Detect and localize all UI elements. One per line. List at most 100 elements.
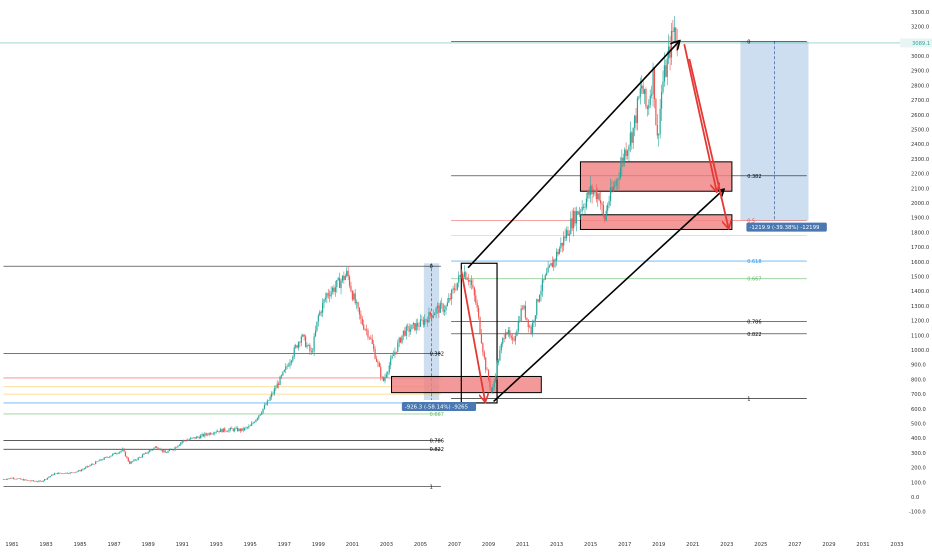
candle-body (492, 387, 494, 392)
y-tick-label: 1100.0 (911, 333, 929, 339)
candle-body (41, 481, 43, 482)
candle-body (19, 478, 22, 480)
candle-body (645, 89, 647, 107)
candle-body (517, 320, 519, 331)
candle-body (510, 335, 512, 338)
candle-body (150, 450, 152, 451)
candle-body (619, 167, 622, 179)
candle-body (334, 287, 336, 292)
candle-body (665, 65, 667, 77)
candle-body (611, 187, 613, 191)
candle-body (200, 435, 202, 439)
candle-body (29, 480, 32, 482)
candle-body (486, 369, 488, 371)
candle-body (493, 381, 495, 388)
candle-body (385, 374, 388, 377)
candle-body (407, 326, 409, 327)
candle-body (241, 428, 243, 431)
y-tick-label: 1900.0 (911, 216, 929, 222)
candle-body (336, 280, 338, 288)
candle-body (622, 157, 624, 161)
candle-body (188, 439, 190, 440)
candle-body (165, 452, 168, 454)
candle-body (148, 450, 151, 453)
candle-body (353, 293, 355, 300)
y-tick-label: 1800.0 (911, 230, 929, 236)
candle-body (351, 291, 353, 300)
y-tick-label: 1600.0 (911, 260, 929, 266)
y-tick-label: 1700.0 (911, 245, 929, 251)
candle-body (61, 473, 63, 474)
candle-body (141, 454, 144, 458)
x-tick-label: 2015 (584, 542, 597, 548)
candle-body (397, 342, 399, 352)
candle-body (72, 472, 74, 473)
candle-body (65, 472, 67, 474)
candle-body (390, 358, 392, 366)
candle-body (51, 474, 53, 477)
candle-body (446, 302, 449, 306)
candle-body (69, 472, 71, 474)
candle-body (170, 449, 172, 450)
candle-body (638, 96, 640, 99)
candle-body (28, 480, 30, 481)
candle-body (80, 469, 83, 472)
candle-body (100, 459, 102, 460)
candle-body (512, 337, 514, 340)
candle-body (310, 351, 312, 352)
candle-body (591, 185, 593, 195)
right-fib-label-5: 0.667 (747, 277, 761, 283)
candle-body (344, 275, 346, 280)
candle-body (93, 464, 95, 465)
candle-body (34, 481, 36, 482)
candle-body (432, 315, 434, 318)
candle-body (573, 210, 575, 229)
candle-body (626, 150, 629, 156)
candle-body (137, 457, 139, 460)
candle-body (232, 428, 234, 431)
candle-body (236, 427, 239, 431)
candle-body (330, 291, 332, 297)
candle-body (99, 459, 101, 462)
candle-body (489, 379, 491, 388)
y-tick-label: 3400.0 (911, 0, 929, 1)
candle-body (556, 251, 558, 261)
right-measure-label: -1219.9 (-39.38%) -12199 (749, 225, 820, 231)
candle-body (438, 305, 440, 313)
candle-body (468, 279, 470, 282)
candle-body (147, 452, 149, 454)
candle-body (538, 295, 541, 302)
candle-body (421, 319, 423, 320)
candle-body (415, 323, 417, 331)
candle-body (365, 329, 368, 331)
candle-body (398, 337, 400, 343)
supply-zone-1 (579, 161, 733, 192)
candle-body (231, 427, 233, 429)
candle-body (673, 27, 675, 32)
candle-body (215, 431, 217, 433)
candle-body (480, 333, 483, 344)
candle-body (25, 479, 27, 481)
candle-body (370, 337, 372, 339)
candle-body (160, 449, 162, 450)
candle-body (636, 98, 639, 123)
candle-body (265, 404, 267, 406)
candle-body (634, 115, 636, 128)
candle-body (659, 108, 661, 135)
candle-body (205, 433, 207, 435)
candle-body (62, 473, 64, 474)
candle-body (204, 433, 206, 437)
candle-body (212, 433, 214, 435)
candle-body (521, 308, 524, 309)
candle-body (107, 457, 110, 458)
candle-body (248, 426, 250, 428)
candle-body (191, 437, 193, 439)
candle-body (375, 358, 378, 362)
candle-body (455, 289, 457, 291)
candle-body (418, 326, 420, 327)
candle-body (218, 431, 220, 432)
candle-body (180, 442, 182, 445)
y-tick-label: 1400.0 (911, 289, 929, 295)
candle-body (651, 94, 653, 96)
